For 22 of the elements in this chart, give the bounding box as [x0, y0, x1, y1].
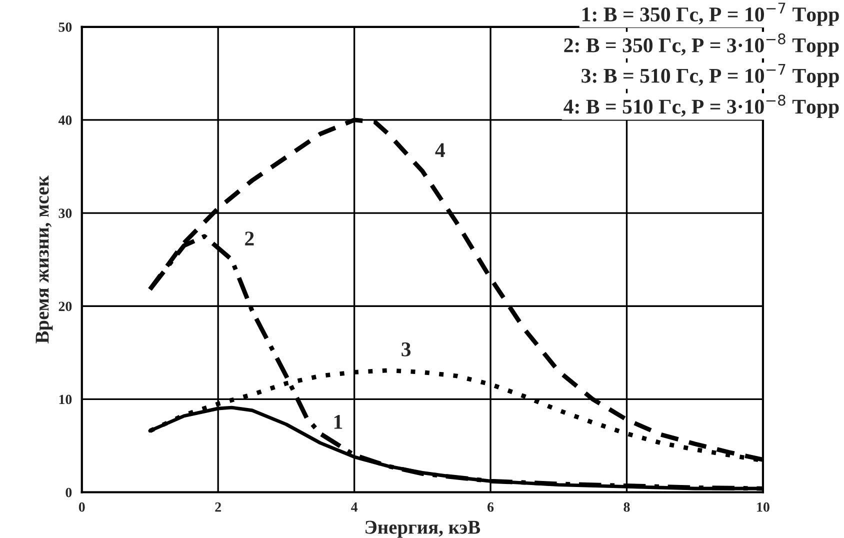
annotation: 3 — [402, 342, 411, 356]
x-tick-label: 8 — [624, 502, 630, 512]
y-tick-label: 50 — [58, 22, 72, 32]
x-tick-label: 2 — [215, 502, 221, 512]
y-tick-label: 40 — [58, 116, 72, 125]
annotation: 1 — [334, 415, 342, 429]
y-axis-title: Время жизни, мсек — [36, 176, 53, 344]
x-tick-label: 10 — [757, 502, 770, 512]
y-tick-label: 30 — [58, 208, 72, 218]
annotation: 4 — [435, 143, 445, 158]
y-tick-label: 20 — [58, 302, 72, 312]
x-tick-label: 6 — [488, 502, 494, 512]
annotation: 2: B = 350 Гс, P = 3·10$^{−8}$ Торр — [564, 33, 839, 57]
annotation: 4: B = 510 Гс, P = 3·10$^{−8}$ Торр — [564, 94, 839, 118]
y-tick-label: 10 — [59, 394, 72, 404]
text: 1: B = 350 Гс, P = 10$^{−7}$ Торр — [582, 2, 839, 26]
y-tick-label: 0 — [66, 488, 72, 498]
x-tick-label: 4 — [351, 502, 358, 512]
annotation: 2 — [245, 232, 254, 246]
annotation: 3: B = 510 Гс, P = 10$^{−7}$ Торр — [582, 64, 839, 88]
x-tick-label: 0 — [78, 502, 85, 512]
x-axis-title: Энергия, кэВ — [366, 520, 480, 538]
